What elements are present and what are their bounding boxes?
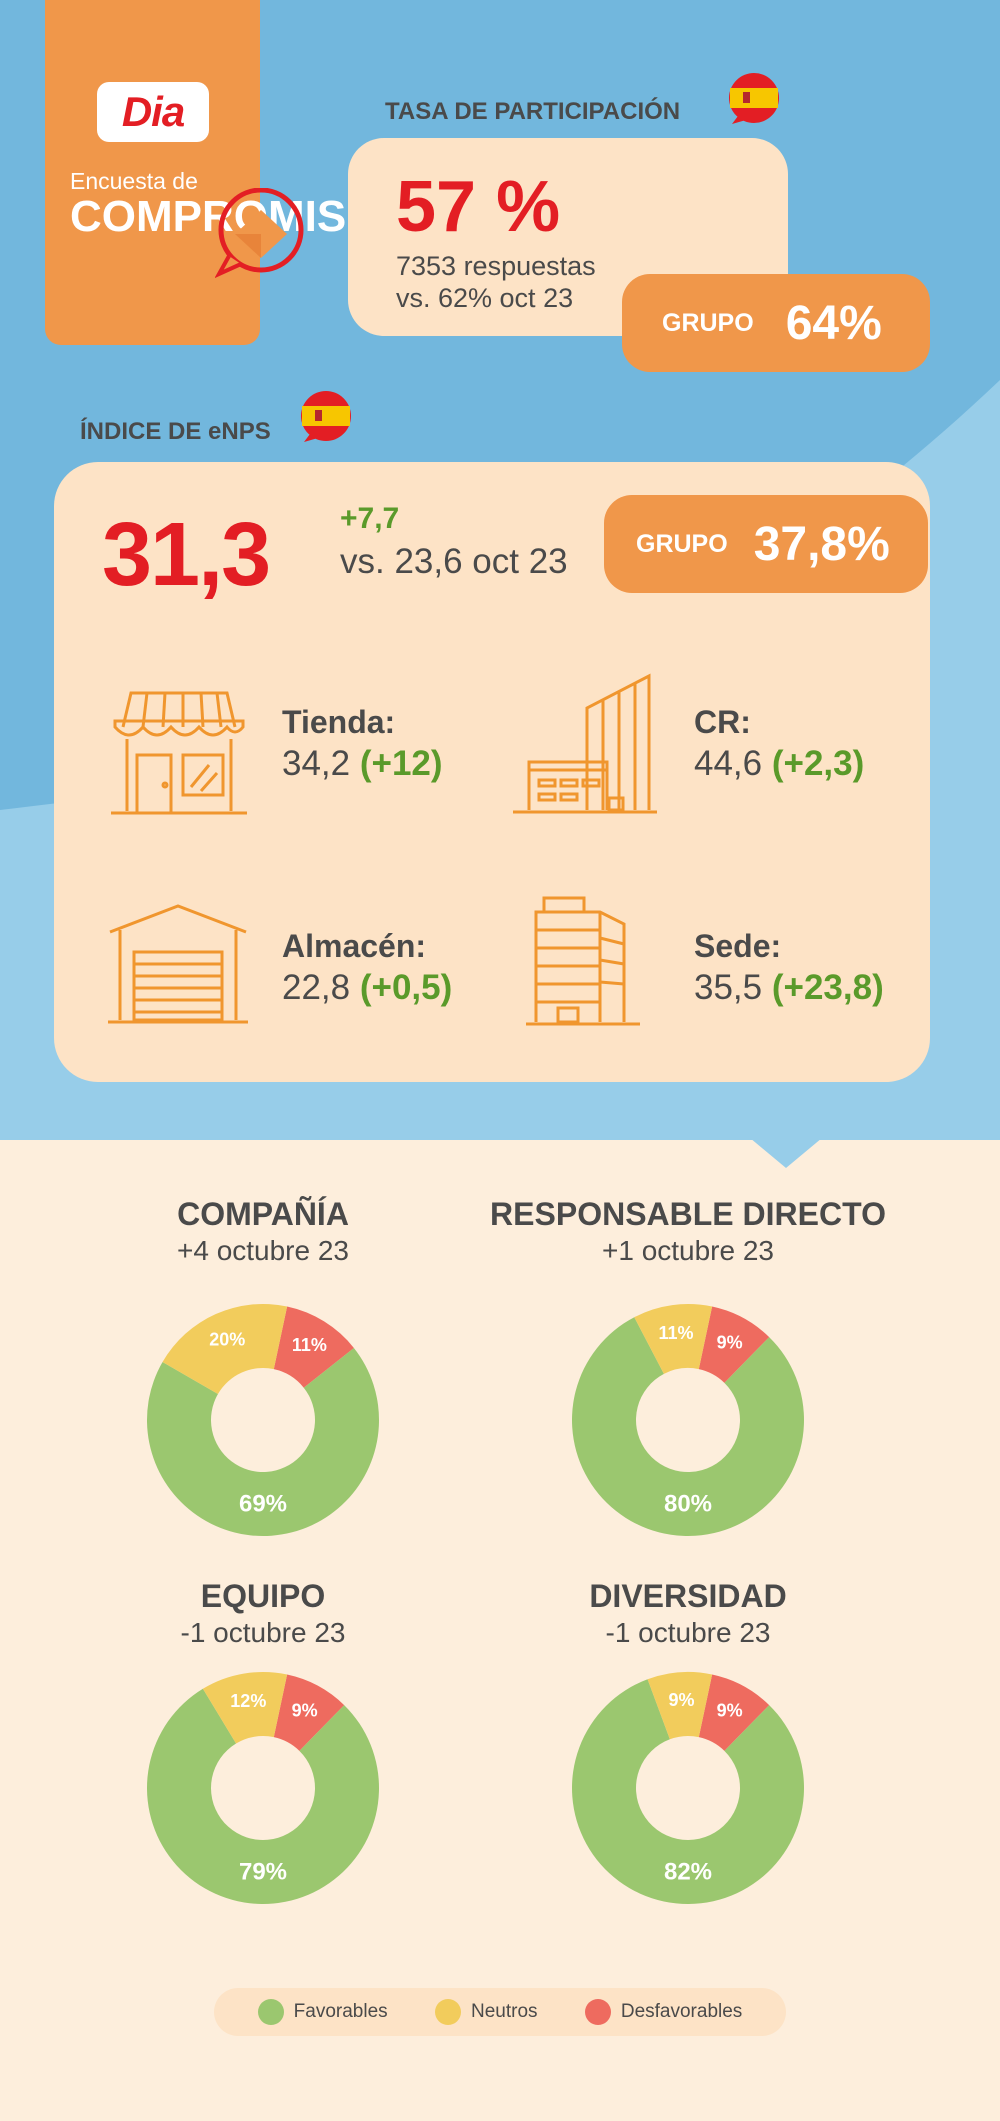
slice-neutros	[202, 1672, 288, 1744]
site-score: 35,5	[694, 968, 763, 1007]
site-value-cr: 44,6 (+2,3)	[694, 744, 864, 784]
legend-swatch	[257, 1999, 284, 2025]
legend-item-desfavorables: Desfavorables	[584, 1999, 743, 2025]
group-label: GRUPO	[662, 308, 754, 337]
legend-item-favorables: Favorables	[257, 1999, 388, 2025]
chart-title: RESPONSABLE DIRECTO	[490, 1196, 886, 1232]
slice-favorables	[146, 1688, 379, 1904]
legend-item-neutros: Neutros	[434, 1999, 538, 2025]
dia-logo: Dia	[97, 82, 209, 142]
slice-desfavorables	[698, 1306, 770, 1383]
warehouse-icon	[108, 904, 248, 1024]
legend-swatch	[584, 1999, 611, 2025]
office-building-icon	[513, 673, 657, 814]
legend-swatch	[434, 1999, 461, 2025]
survey-logo-card: Dia Encuesta de COMPROMISO	[45, 0, 381, 345]
slice-desfavorables-label: 9%	[717, 1332, 743, 1352]
enps-score: 31,3	[102, 505, 271, 605]
response-count: 7353 respuestas	[396, 251, 596, 281]
enps-previous: vs. 23,6 oct 23	[340, 542, 568, 581]
slice-neutros-label: 12%	[230, 1691, 266, 1711]
site-name-cr: CR:	[694, 704, 751, 740]
participation-rate: 57 %	[396, 167, 561, 247]
slice-desfavorables	[273, 1674, 345, 1751]
site-value-almacen: 22,8 (+0,5)	[282, 968, 452, 1008]
slice-desfavorables-label: 9%	[292, 1700, 318, 1720]
slice-neutros-label: 9%	[669, 1690, 695, 1710]
slice-favorables	[572, 1317, 804, 1536]
site-score: 44,6	[694, 744, 763, 783]
donut-chart-responsable-directo: 9% 80% 11%	[572, 1304, 804, 1536]
participation-card: 57 % 7353 respuestas vs. 62% oct 23	[348, 138, 788, 336]
chart-legend: Favorables Neutros Desfavorables	[214, 1988, 786, 2036]
chart-title: COMPAÑÍA	[177, 1196, 349, 1232]
top-section: Dia Encuesta de COMPROMISO TASA DE PARTI…	[0, 0, 1000, 1140]
chart-header-diversidad: DIVERSIDAD -1 octubre 23	[478, 1578, 898, 1649]
site-delta: (+12)	[359, 744, 443, 783]
slice-desfavorables-label: 9%	[717, 1700, 743, 1720]
participation-group-badge: GRUPO 64%	[622, 274, 930, 372]
site-value-sede: 35,5 (+23,8)	[694, 968, 884, 1008]
spain-flag-icon	[301, 391, 351, 442]
slice-neutros	[162, 1304, 288, 1394]
site-score: 34,2	[282, 744, 351, 783]
enps-card: 31,3 +7,7 vs. 23,6 oct 23 GRUPO 37,8% Ti…	[54, 462, 930, 1082]
slice-neutros-label: 20%	[209, 1330, 245, 1350]
slice-desfavorables	[698, 1674, 770, 1751]
group-label: GRUPO	[636, 529, 728, 558]
group-value: 37,8%	[753, 517, 890, 571]
slice-favorables-label: 82%	[664, 1859, 712, 1886]
survey-name: COMPROMISO	[70, 192, 381, 241]
site-value-tienda: 34,2 (+12)	[282, 744, 443, 784]
chart-title: EQUIPO	[200, 1578, 326, 1614]
slice-favorables	[147, 1347, 379, 1536]
legend-label: Desfavorables	[620, 2001, 743, 2022]
enps-group-badge: GRUPO 37,8%	[604, 495, 928, 593]
chart-header-compania: COMPAÑÍA +4 octubre 23	[53, 1196, 473, 1267]
chart-subtitle: -1 octubre 23	[605, 1617, 771, 1648]
slice-neutros-label: 11%	[659, 1323, 694, 1343]
chart-header-equipo: EQUIPO -1 octubre 23	[53, 1578, 473, 1649]
chart-title: DIVERSIDAD	[589, 1578, 787, 1614]
participation-details: 7353 respuestas vs. 62% oct 23	[396, 250, 596, 314]
spain-flag-icon	[729, 73, 779, 124]
slice-neutros	[634, 1304, 713, 1374]
site-name-almacen: Almacén:	[282, 928, 427, 964]
previous-participation: vs. 62% oct 23	[396, 283, 574, 313]
slice-favorables-label: 79%	[239, 1859, 287, 1886]
site-name-sede: Sede:	[694, 928, 782, 964]
headquarters-icon	[526, 896, 640, 1026]
participation-title: TASA DE PARTICIPACIÓN	[385, 98, 681, 125]
slice-desfavorables	[273, 1306, 354, 1388]
site-delta: (+0,5)	[359, 968, 453, 1007]
donut-chart-compania: 11% 69% 20%	[147, 1304, 379, 1536]
legend-label: Favorables	[293, 2001, 388, 2022]
site-delta: (+2,3)	[771, 744, 865, 783]
section-pointer	[750, 1138, 822, 1168]
survey-label: Encuesta de	[70, 168, 198, 194]
chart-subtitle: +4 octubre 23	[176, 1235, 350, 1266]
site-name-tienda: Tienda:	[282, 704, 396, 740]
slice-neutros	[647, 1672, 713, 1740]
chat-bubble-icon	[215, 188, 304, 279]
donut-chart-diversidad: 9% 82% 9%	[572, 1672, 804, 1904]
slice-favorables-label: 80%	[664, 1491, 712, 1518]
group-value: 64%	[785, 296, 882, 350]
chart-subtitle: +1 octubre 23	[601, 1235, 775, 1266]
slice-favorables-label: 69%	[239, 1491, 287, 1518]
slice-desfavorables-label: 11%	[292, 1335, 327, 1355]
enps-delta: +7,7	[340, 502, 400, 535]
site-delta: (+23,8)	[771, 968, 884, 1007]
chart-subtitle: -1 octubre 23	[180, 1617, 346, 1648]
site-score: 22,8	[282, 968, 351, 1007]
enps-title: ÍNDICE DE eNPS	[80, 418, 271, 445]
store-icon	[111, 691, 247, 815]
legend-label: Neutros	[470, 2001, 538, 2022]
chart-header-responsable: RESPONSABLE DIRECTO +1 octubre 23	[478, 1196, 898, 1267]
donut-chart-equipo: 9% 79% 12%	[146, 1672, 379, 1904]
slice-favorables	[572, 1679, 804, 1904]
